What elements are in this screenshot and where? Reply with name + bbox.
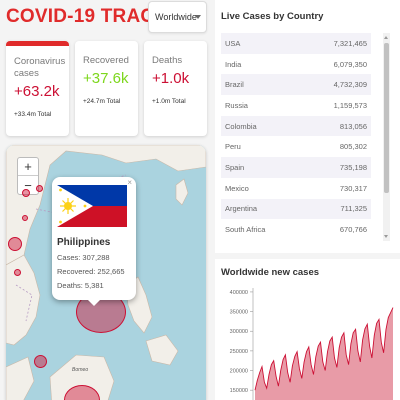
map-marker[interactable] (34, 355, 47, 368)
row-cases: 711,325 (340, 204, 367, 214)
chevron-down-icon (195, 15, 201, 19)
row-country: Argentina (225, 204, 258, 214)
borneo-label: Borneo (72, 367, 89, 373)
world-map[interactable]: + − Borneo × Philippines Cases: 30 (6, 145, 206, 400)
map-marker[interactable] (8, 237, 22, 251)
scroll-up-icon[interactable] (384, 36, 388, 39)
popup-recovered: Recovered: 252,665 (57, 267, 125, 276)
scroll-down-icon[interactable] (384, 235, 388, 238)
philippines-flag-icon (57, 185, 127, 227)
row-cases: 670,766 (339, 225, 367, 235)
table-row: Colombia 813,056 (221, 115, 371, 137)
row-cases: 7,321,465 (333, 38, 367, 48)
panel-divider (215, 253, 400, 259)
row-cases: 730,317 (339, 183, 367, 193)
row-country: Mexico (225, 183, 249, 193)
table-row: Spain 735,198 (221, 157, 371, 178)
table-row: Argentina 711,325 (221, 198, 371, 220)
table-scrollbar[interactable] (383, 33, 390, 241)
y-tick-label: 200000 (230, 369, 248, 375)
row-cases: 6,079,350 (333, 59, 367, 69)
deaths-card-total: +1.0m Total (152, 98, 186, 105)
table-row: South Africa 670,766 (221, 219, 371, 240)
table-row: USA 7,321,465 (221, 33, 371, 54)
row-cases: 735,198 (339, 162, 367, 172)
dropdown-value: Worldwide (155, 12, 197, 22)
chart-title: Worldwide new cases (221, 267, 320, 278)
right-panel: Live Cases by Country USA 7,321,465 India… (215, 0, 400, 400)
y-tick-label: 150000 (230, 388, 248, 394)
zoom-in-button[interactable]: + (18, 158, 38, 176)
zoom-out-button[interactable]: − (24, 177, 32, 193)
recovered-card-value: +37.6k (83, 70, 129, 87)
country-dropdown[interactable]: Worldwide (148, 1, 207, 33)
new-cases-area (255, 307, 393, 400)
row-country: Spain (225, 162, 245, 172)
map-marker[interactable] (36, 185, 43, 192)
map-marker[interactable] (14, 269, 21, 276)
cases-card-total: +33.4m Total (14, 111, 52, 118)
map-marker[interactable] (22, 189, 30, 197)
row-country: Russia (225, 100, 248, 110)
scroll-thumb[interactable] (384, 43, 389, 193)
country-popup: × Philippines Cases: 307,288 Recovered: … (52, 177, 136, 306)
row-cases: 4,732,309 (333, 80, 367, 90)
y-tick-label: 250000 (230, 349, 248, 355)
cases-card-value: +63.2k (14, 83, 60, 100)
table-row: Peru 805,302 (221, 136, 371, 157)
row-cases: 813,056 (339, 121, 367, 131)
y-tick-label: 300000 (230, 329, 248, 335)
row-cases: 805,302 (339, 142, 367, 152)
row-country: USA (225, 38, 241, 48)
live-cases-title: Live Cases by Country (221, 11, 324, 22)
new-cases-line (254, 307, 394, 391)
table-row: Russia 1,159,573 (221, 95, 371, 116)
recovered-card-total: +24.7m Total (83, 98, 121, 105)
y-tick-label: 350000 (230, 310, 248, 316)
popup-cases: Cases: 307,288 (57, 253, 110, 262)
live-cases-table: USA 7,321,465 India 6,079,350 Brazil 4,732,… (221, 33, 371, 241)
row-country: South Africa (225, 225, 266, 235)
y-tick-label: 400000 (230, 290, 248, 296)
deaths-card-title: Deaths (152, 55, 183, 66)
new-cases-chart: 150000 200000 250000 300000 350000 400000 (230, 288, 394, 400)
table-row: Brazil 4,732,309 (221, 74, 371, 96)
map-marker[interactable] (22, 215, 28, 221)
app-title: COVID-19 TRACKER (6, 6, 195, 27)
deaths-card[interactable]: Deaths +1.0k +1.0m Total (144, 41, 207, 136)
row-country: Brazil (225, 80, 244, 90)
row-cases: 1,159,573 (333, 100, 367, 110)
row-country: Colombia (225, 121, 257, 131)
recovered-card[interactable]: Recovered +37.6k +24.7m Total (75, 41, 138, 136)
deaths-card-value: +1.0k (152, 70, 190, 87)
table-row: India 6,079,350 (221, 54, 371, 75)
row-country: Peru (225, 142, 241, 152)
popup-country-name: Philippines (57, 237, 111, 248)
row-country: India (225, 59, 242, 69)
close-icon[interactable]: × (127, 178, 132, 187)
cases-card-title: Coronavirus cases (14, 56, 66, 79)
recovered-card-title: Recovered (83, 55, 129, 66)
popup-deaths: Deaths: 5,381 (57, 281, 104, 290)
table-row: Mexico 730,317 (221, 178, 371, 199)
cases-card[interactable]: Coronavirus cases +63.2k +33.4m Total (6, 41, 69, 136)
